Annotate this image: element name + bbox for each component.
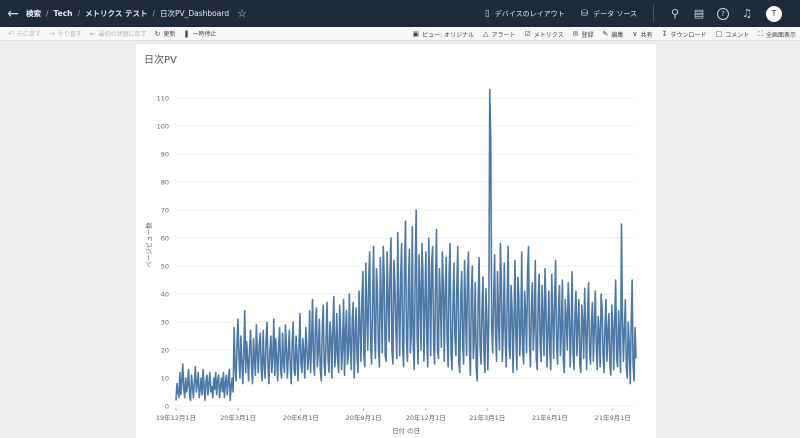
fullscreen-label: 全画面表示 [765,31,796,39]
search-icon[interactable]: ⚲ [670,7,680,20]
view-icon: ▣ [412,30,420,38]
download-icon: ↧ [661,30,668,38]
edit-button[interactable]: ✎ 編集 [603,30,624,39]
x-tick-label: 21年6月1日 [532,413,568,422]
x-tick-label: 20年12月1日 [406,413,446,422]
x-tick-label: 20年6月1日 [283,413,319,422]
breadcrumb-separator: / [46,9,49,18]
y-tick-label: 40 [161,291,169,299]
device-layout-label: デバイスのレイアウト [494,9,565,18]
y-tick-label: 0 [165,403,169,411]
phone-icon: ▯ [484,8,490,19]
data-source-button[interactable]: ⛁ データ ソース [581,9,637,19]
x-tick-label: 20年9月1日 [346,413,382,422]
help-icon[interactable]: ? [712,3,734,25]
y-tick-label: 70 [161,207,169,215]
alert-button[interactable]: △ アラート [483,30,515,39]
comment-label: コメント [725,31,750,39]
mail-icon: ✉ [572,30,579,38]
x-tick-label: 20年3月1日 [220,413,256,422]
y-tick-label: 60 [161,235,169,243]
y-axis-label: ページビュー数 [144,222,153,268]
redo-button[interactable]: → やり直す [48,29,82,39]
breadcrumb-separator: / [77,9,81,18]
metrics-icon: ☑ [524,30,531,38]
series-line-page-views [175,88,637,402]
undo-button[interactable]: ↶ 元に戻す [8,29,41,39]
y-tick-label: 100 [157,123,169,131]
download-label: ダウンロード [670,31,707,39]
edit-label: 編集 [611,31,624,39]
x-tick-label: 21年3月1日 [469,413,505,422]
alert-icon: △ [483,30,489,38]
metrics-button[interactable]: ☑ メトリクス [525,30,564,39]
database-icon: ⛁ [580,8,589,19]
y-tick-label: 90 [161,151,169,159]
refresh-icon: ↻ [154,29,161,38]
pencil-icon: ✎ [602,30,609,38]
breadcrumb-item-search[interactable]: 検索 [26,9,41,18]
download-button[interactable]: ↧ ダウンロード [662,30,707,39]
top-navigation-bar: ← 検索 / Tech / メトリクス テスト / 日次PV_Dashboard… [0,0,800,27]
revert-icon: ⇤ [89,29,96,38]
data-source-label: データ ソース [593,9,637,18]
revert-button[interactable]: ⇤ 最初の状態に戻す [89,29,147,39]
favorite-star-icon[interactable]: ☆ [237,7,247,20]
chart-title: 日次PV [144,55,177,66]
toolbar: ↶ 元に戻す → やり直す ⇤ 最初の状態に戻す ↻ 更新 ❚ 一時停止 ▣ ビュー: オリ… [0,27,800,41]
metrics-label: メトリクス [533,31,564,39]
comment-button[interactable]: □ コメント [715,30,749,39]
redo-label: やり直す [57,31,82,38]
avatar[interactable]: T [766,5,782,22]
divider [653,5,654,22]
notes-icon[interactable]: ▤ [693,7,705,20]
dashboard-canvas: 日次PV 0 10 20 30 40 50 60 70 80 90 100 110 19年12月1日 20… [136,44,656,438]
breadcrumb-item-workbook[interactable]: メトリクス テスト [85,9,148,18]
refresh-button[interactable]: ↻ 更新 [154,29,176,39]
subscribe-label: 登録 [581,31,594,39]
pause-icon: ❚ [183,29,190,38]
refresh-label: 更新 [163,31,176,38]
breadcrumb: 検索 / Tech / メトリクス テスト / 日次PV_Dashboard [26,8,229,19]
pause-label: 一時停止 [192,31,217,38]
y-tick-label: 80 [161,179,169,187]
share-label: 共有 [640,31,653,39]
view-button[interactable]: ▣ ビュー: オリジナル [413,30,475,39]
breadcrumb-separator: / [152,9,155,18]
bell-icon[interactable]: ♫ [742,7,752,20]
x-axis-label: 日付 の日 [392,426,420,435]
undo-label: 元に戻す [16,31,41,38]
y-tick-label: 50 [161,263,169,271]
fullscreen-icon: ⛶ [758,29,763,38]
pause-button[interactable]: ❚ 一時停止 [183,29,217,39]
undo-icon: ↶ [8,29,14,38]
comment-icon: □ [715,30,723,38]
revert-label: 最初の状態に戻す [98,31,147,38]
view-label: ビュー: オリジナル [422,31,475,39]
y-tick-label: 20 [161,347,169,355]
y-tick-label: 110 [157,95,169,103]
x-tick-label: 19年12月1日 [156,413,196,422]
fullscreen-button[interactable]: ⛶ 全画面表示 [758,30,796,39]
share-icon: ∨ [632,30,638,38]
line-chart[interactable]: 0 10 20 30 40 50 60 70 80 90 100 110 19年12月1日 20年3月1日… [136,44,656,438]
subscribe-button[interactable]: ✉ 登録 [573,30,594,39]
y-tick-label: 10 [161,375,169,383]
redo-icon: → [48,29,55,38]
alert-label: アラート [491,31,516,39]
breadcrumb-item-project[interactable]: Tech [53,9,73,18]
breadcrumb-item-dashboard: 日次PV_Dashboard [159,9,230,18]
y-tick-label: 30 [161,319,169,327]
back-arrow-icon[interactable]: ← [7,5,19,22]
device-layout-button[interactable]: ▯ デバイスのレイアウト [485,9,565,19]
share-button[interactable]: ∨ 共有 [632,30,652,39]
toolbar-right: ▣ ビュー: オリジナル △ アラート ☑ メトリクス ✉ 登録 ✎ 編集 ∨ 共有 ↧ ダウ… [404,27,796,41]
x-tick-label: 21年9月1日 [595,413,631,422]
top-right-actions: ▯ デバイスのレイアウト ⛁ データ ソース ⚲ ▤ ? ♫ T [485,0,800,27]
